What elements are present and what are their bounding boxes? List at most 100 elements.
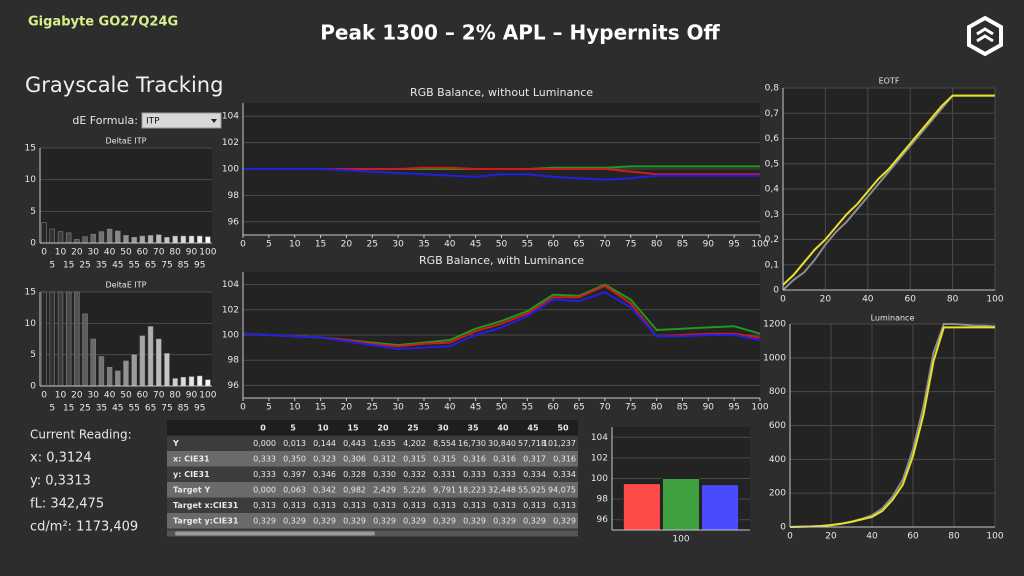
x-tick-label: 40: [444, 240, 456, 250]
y-tick-label: 400: [769, 455, 786, 465]
bar: [188, 235, 195, 244]
column-header: 30: [437, 423, 449, 432]
x-tick-label: 100: [672, 535, 689, 545]
table-cell: 0,329: [523, 516, 546, 525]
y-tick-label: 200: [769, 489, 786, 499]
y-tick-label: 102: [591, 453, 608, 463]
table-cell: 0,315: [403, 454, 426, 463]
table-cell: 0,323: [313, 454, 336, 463]
bar: [115, 370, 121, 387]
y-tick-label: 0,3: [765, 210, 779, 220]
scrollbar-thumb: [175, 531, 375, 536]
x-tick-label: 80: [169, 391, 181, 401]
x-tick-label: 65: [145, 261, 156, 271]
y-tick-label: 15: [25, 288, 36, 298]
bar: [701, 484, 740, 531]
column-header: 40: [497, 423, 509, 432]
x-tick-label: 65: [573, 403, 584, 413]
table-cell: 0,330: [373, 470, 396, 479]
x-tick-label: 10: [55, 248, 67, 258]
y-tick-label: 0,6: [765, 134, 780, 144]
formula-select[interactable]: ITP: [141, 112, 222, 129]
panel-title: Grayscale Tracking: [25, 73, 223, 97]
x-tick-label: 15: [315, 240, 326, 250]
x-tick-label: 25: [367, 403, 378, 413]
x-tick-label: 75: [161, 261, 172, 271]
x-tick-label: 20: [71, 391, 83, 401]
column-header: 10: [317, 423, 329, 432]
x-tick-label: 70: [153, 248, 165, 258]
x-tick-label: 10: [289, 240, 301, 250]
x-tick-label: 45: [470, 403, 481, 413]
bar: [139, 335, 146, 387]
table-cell: 0,329: [313, 516, 336, 525]
x-tick-label: 100: [751, 240, 768, 250]
bar: [82, 313, 88, 387]
bar: [123, 235, 129, 244]
chart-title: RGB Balance, without Luminance: [410, 86, 593, 99]
y-tick-label: 104: [591, 433, 608, 443]
x-tick-label: 0: [780, 295, 786, 305]
table-cell: 0,333: [253, 454, 276, 463]
table-cell: 0,313: [343, 501, 366, 510]
x-tick-label: 30: [392, 240, 404, 250]
table-row: [167, 451, 578, 467]
y-tick-label: 104: [222, 112, 239, 122]
bar: [180, 376, 187, 387]
x-tick-label: 55: [128, 404, 139, 414]
x-tick-label: 95: [728, 240, 739, 250]
bar: [123, 360, 129, 387]
column-header: 35: [467, 423, 479, 432]
table-cell: 0,144: [313, 439, 336, 448]
bar: [65, 232, 72, 244]
table-cell: 0,329: [403, 516, 426, 525]
series-line: [782, 94, 995, 286]
formula-label: dE Formula:: [72, 114, 138, 127]
table-cell: 0,328: [343, 470, 366, 479]
table-cell: 0,313: [253, 501, 276, 510]
bar: [131, 237, 137, 244]
bar: [180, 235, 187, 244]
x-tick-label: 90: [186, 391, 198, 401]
table-cell: 0,333: [253, 470, 276, 479]
table-cell: 0,329: [343, 516, 366, 525]
chart-title: EOTF: [879, 77, 900, 86]
y-tick-label: 0: [773, 286, 779, 296]
row-label: Y: [172, 439, 179, 448]
x-tick-label: 70: [599, 403, 611, 413]
x-tick-label: 60: [137, 391, 149, 401]
bar: [197, 235, 203, 244]
x-tick-label: 100: [986, 295, 1003, 305]
x-tick-label: 85: [178, 261, 189, 271]
x-tick-label: 15: [315, 403, 326, 413]
row-label: y: CIE31: [173, 470, 210, 479]
table-cell: 57,718: [518, 439, 546, 448]
x-tick-label: 90: [703, 240, 715, 250]
x-tick-label: 65: [145, 404, 156, 414]
table-row: [167, 497, 578, 513]
bar: [164, 353, 170, 387]
bar: [65, 291, 72, 387]
x-tick-label: 30: [392, 403, 404, 413]
formula-value[interactable]: ITP: [146, 117, 160, 127]
y-tick-label: 100: [222, 165, 239, 175]
y-tick-label: 800: [769, 387, 786, 397]
y-tick-label: 102: [222, 305, 239, 315]
x-tick-label: 5: [266, 403, 272, 413]
y-tick-label: 10: [25, 175, 37, 185]
table-row: [167, 482, 578, 498]
table-cell: 0,333: [463, 470, 486, 479]
bar: [41, 222, 47, 244]
y-tick-label: 0,1: [765, 260, 779, 270]
reading-line: fL: 342,475: [30, 497, 104, 512]
x-tick-label: 80: [947, 295, 959, 305]
x-tick-label: 70: [599, 240, 611, 250]
table-cell: 0,317: [523, 454, 546, 463]
x-tick-label: 55: [522, 240, 533, 250]
x-tick-label: 20: [341, 240, 353, 250]
table-cell: 0,346: [313, 470, 336, 479]
table-cell: 55,925: [518, 485, 546, 494]
bar: [49, 291, 55, 387]
x-tick-label: 85: [677, 403, 688, 413]
row-label: x: CIE31: [173, 454, 210, 463]
